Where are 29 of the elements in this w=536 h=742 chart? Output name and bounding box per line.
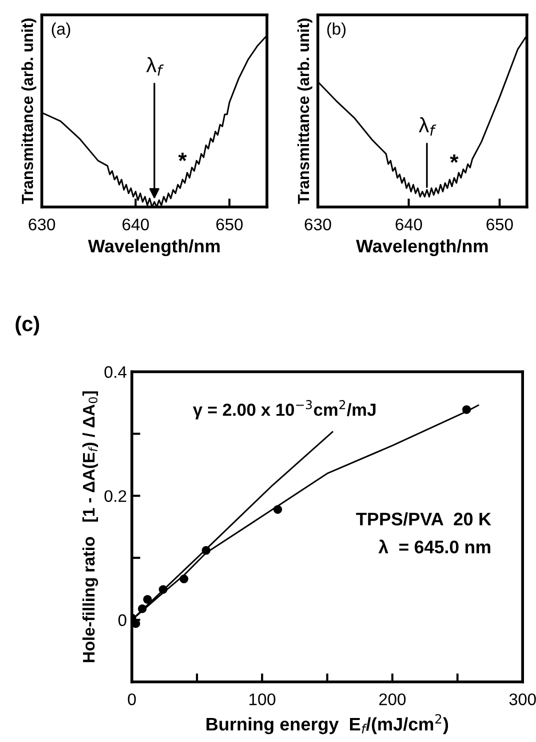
y-axis-title: Hole-filling ratio [1 - ΔA(E$_{f}$) / ΔA$_{0}$] — [82, 391, 98, 662]
annotation: λ = 645.0 nm — [378, 540, 490, 554]
annotation: TPPS/PVA 20 K — [356, 512, 492, 526]
x-tick-label: 100 — [249, 693, 276, 706]
x-tick-label: 650 — [216, 218, 243, 230]
x-tick-label: 640 — [396, 218, 422, 230]
chart-title: (a) — [52, 22, 70, 38]
chart-title: (b) — [327, 22, 346, 38]
y-tick-label: 0.2 — [104, 490, 126, 502]
annotation: λ$_{f}$ — [418, 117, 436, 136]
y-axis-title: Transmittance (arb. unit) — [297, 18, 312, 204]
y-tick-label: 0.4 — [104, 366, 127, 378]
x-axis-title: Wavelength/nm — [88, 239, 220, 256]
x-tick-label: 650 — [486, 218, 513, 230]
annotation: * — [450, 154, 458, 163]
x-tick-label: 200 — [379, 693, 406, 706]
x-tick-label: 630 — [304, 218, 332, 230]
x-tick-label: 0 — [128, 693, 136, 706]
x-tick-label: 300 — [509, 693, 536, 706]
x-axis-title: Burning energy E$_{f}$/(mJ/cm$^{2}$) — [206, 714, 448, 734]
chart-title: (c) — [16, 316, 40, 336]
x-tick-label: 630 — [28, 218, 56, 230]
annotation: γ = 2.00 x 10$^{−3}$cm$^{2}$/mJ — [192, 400, 376, 420]
y-axis-title: Transmittance (arb. unit) — [21, 18, 36, 204]
annotation: λ$_{f}$ — [146, 57, 164, 76]
annotation: * — [178, 152, 187, 162]
x-tick-label: 640 — [122, 218, 149, 230]
x-axis-title: Wavelength/nm — [356, 239, 488, 256]
y-tick-label: 0 — [118, 614, 126, 626]
